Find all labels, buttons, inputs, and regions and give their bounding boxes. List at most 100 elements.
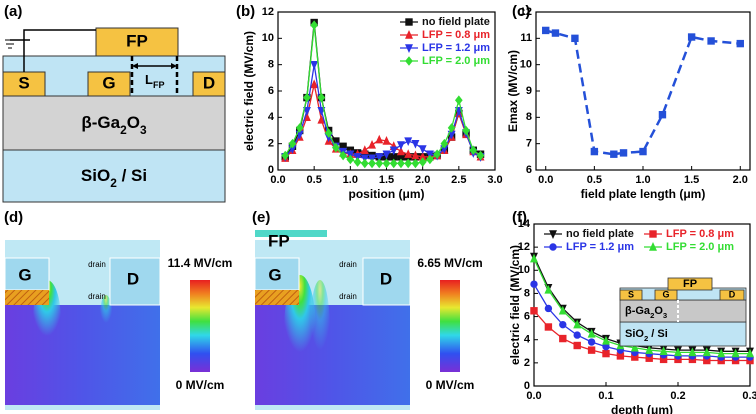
- text-part: 3: [663, 311, 667, 320]
- annotation: drain: [339, 260, 357, 269]
- panel-label: (b): [236, 3, 255, 20]
- data-point: [587, 328, 596, 338]
- inset-diagram: [619, 277, 747, 347]
- data-point: [639, 147, 647, 156]
- x-axis-label: position (μm): [349, 187, 425, 201]
- series-line: [533, 283, 750, 358]
- data-point: [544, 284, 553, 294]
- y-tick-label: 9: [526, 85, 532, 97]
- data-point: [530, 307, 538, 315]
- x-tick-label: 0.2: [670, 390, 685, 402]
- series-line: [533, 258, 750, 355]
- text-part: β-Ga: [81, 113, 120, 132]
- data-point: [317, 114, 326, 124]
- gate-label: G: [18, 265, 31, 284]
- data-point: [426, 154, 434, 165]
- data-point: [702, 347, 711, 357]
- legend-marker: [405, 44, 413, 54]
- data-point: [339, 150, 347, 161]
- data-point: [368, 139, 377, 149]
- x-axis-label: depth (μm): [611, 403, 673, 414]
- x-tick-label: 1.0: [343, 174, 358, 186]
- y-tick-label: 6: [268, 85, 274, 97]
- data-point: [659, 346, 668, 355]
- lfp-label: LFP: [145, 72, 165, 90]
- y-tick-label: 8: [524, 287, 530, 299]
- data-point: [425, 150, 434, 160]
- data-point: [360, 154, 369, 164]
- data-point: [542, 26, 550, 35]
- y-tick-label: 2: [524, 357, 530, 369]
- text-part: / Si: [117, 166, 147, 185]
- legend-label: LFP = 1.2 μm: [422, 42, 490, 54]
- y-tick-label: 0: [268, 164, 274, 176]
- legend-label: LFP = 0.8 μm: [422, 29, 490, 41]
- inset-shape: [667, 277, 713, 291]
- y-tick-label: 12: [520, 6, 532, 18]
- data-point: [302, 107, 311, 116]
- fp-label: FP: [268, 231, 290, 250]
- data-point: [736, 39, 744, 48]
- inset-shape: [719, 289, 745, 301]
- y-tick-label: 0: [524, 380, 530, 392]
- x-tick-label: 2.5: [451, 174, 466, 186]
- data-point: [411, 139, 420, 149]
- y-tick-label: 4: [524, 334, 531, 346]
- drain-label: D: [127, 269, 139, 288]
- data-point: [360, 145, 369, 154]
- data-point: [610, 150, 618, 158]
- data-point: [746, 348, 754, 358]
- data-point: [368, 158, 376, 169]
- y-axis-label: electric field (MV/cm): [242, 31, 256, 151]
- data-point: [590, 147, 599, 156]
- data-point: [353, 157, 362, 167]
- text-part: 2: [650, 311, 654, 320]
- inset-label: FP: [683, 278, 697, 290]
- inset-label: β-Ga2O3: [625, 305, 667, 320]
- plot-frame: [533, 223, 751, 387]
- data-point: [397, 158, 405, 169]
- y-tick-label: 10: [262, 32, 274, 44]
- drain-label: D: [380, 269, 392, 288]
- legend-marker: [649, 241, 657, 251]
- data-point: [587, 338, 596, 346]
- scale-max: 6.65 MV/cm: [417, 256, 482, 270]
- x-tick-label: 0.0: [270, 174, 285, 186]
- plot-frame: [535, 11, 751, 171]
- gate-label: G: [102, 73, 115, 92]
- series-line: [533, 310, 750, 362]
- data-point: [687, 33, 696, 41]
- data-point: [573, 319, 582, 329]
- x-tick-label: 0.5: [307, 174, 322, 186]
- x-tick-label: 0.0: [538, 174, 553, 186]
- data-point: [645, 345, 654, 354]
- data-point: [707, 37, 715, 45]
- legend-label: LFP = 1.2 μm: [566, 241, 634, 253]
- x-tick-label: 2.0: [415, 174, 430, 186]
- data-point: [587, 346, 596, 354]
- series-line: [545, 29, 741, 156]
- inset-shape: [619, 289, 643, 301]
- x-tick-label: 0.0: [526, 390, 541, 402]
- data-point: [544, 304, 553, 313]
- legend-marker: [549, 230, 557, 240]
- substrate-label: SiO2 / Si: [81, 166, 147, 190]
- data-point: [559, 334, 567, 343]
- series-line: [533, 256, 750, 352]
- data-point: [353, 153, 362, 162]
- data-point: [447, 123, 456, 133]
- data-point: [411, 158, 420, 169]
- y-tick-label: 8: [526, 111, 532, 123]
- x-tick-label: 0.5: [587, 174, 602, 186]
- data-point: [573, 331, 581, 339]
- y-tick-label: 10: [520, 59, 532, 71]
- data-point: [317, 107, 326, 116]
- y-axis-label: Emax (MV/cm): [506, 50, 520, 132]
- data-point: [658, 111, 667, 119]
- legend-marker: [405, 18, 413, 26]
- y-tick-label: 11: [520, 32, 532, 44]
- annotation: drain: [88, 260, 106, 269]
- data-point: [476, 150, 485, 161]
- text-part: 2: [120, 123, 127, 137]
- data-point: [396, 141, 405, 150]
